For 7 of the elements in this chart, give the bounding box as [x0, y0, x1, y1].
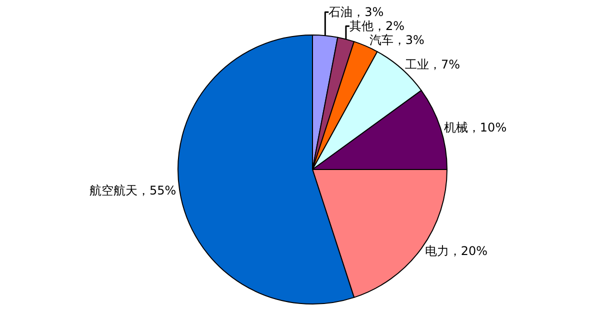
slice-label: 工业，7% — [404, 58, 460, 72]
slice-label: 其他，2% — [349, 19, 404, 34]
slice-label: 航空航天，55% — [89, 184, 176, 198]
slice-label: 机械，10% — [444, 120, 507, 134]
slice-label: 电力，20% — [424, 244, 488, 258]
slice-label: 石油，3% — [328, 5, 384, 20]
slice-label: 汽车，3% — [369, 33, 424, 48]
